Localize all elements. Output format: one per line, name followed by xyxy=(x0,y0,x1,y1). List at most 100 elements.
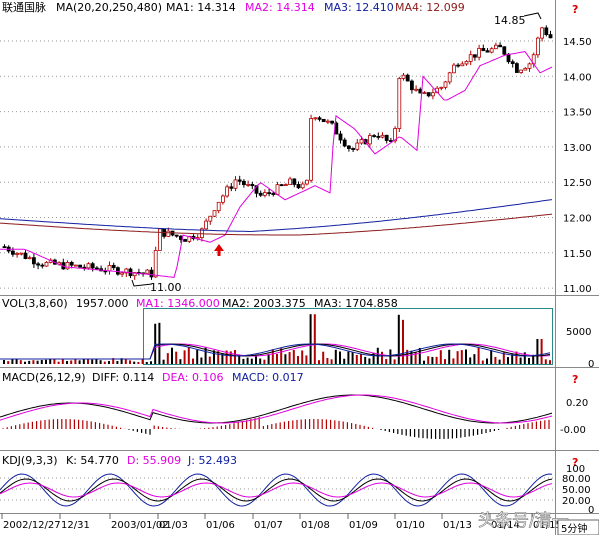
period-label[interactable]: 5分钟 xyxy=(561,522,587,535)
candle-body xyxy=(485,50,490,53)
help-question-icon[interactable]: ? xyxy=(572,373,578,386)
volume-bar xyxy=(318,360,320,364)
candle-body xyxy=(393,128,398,142)
candle-body xyxy=(107,265,112,272)
volume-bar xyxy=(32,360,35,364)
volume-bar xyxy=(515,351,518,364)
candle-body xyxy=(367,135,372,145)
volume-bar xyxy=(410,350,413,364)
volume-bar xyxy=(133,361,136,364)
ma4-line xyxy=(0,213,553,236)
vol-ma3: MA3: 1704.858 xyxy=(314,297,398,310)
candle-body xyxy=(78,264,82,268)
candle-body xyxy=(477,48,482,58)
candle-body xyxy=(149,269,154,278)
kdj-k: K: 54.770 xyxy=(66,454,119,467)
date-label: 01/07 xyxy=(254,520,283,531)
volume-bar xyxy=(45,359,47,364)
candle-body xyxy=(456,64,461,67)
volume-bar xyxy=(288,352,291,364)
candle-body xyxy=(183,239,188,242)
candle-body xyxy=(397,78,402,129)
volume-bar xyxy=(141,358,144,364)
price-tick-label: 14.50 xyxy=(563,37,592,48)
candle-body xyxy=(212,210,217,217)
candle-body xyxy=(246,184,251,186)
volume-bar xyxy=(360,353,362,364)
candle-body xyxy=(23,252,28,259)
volume-bar xyxy=(137,361,140,364)
date-label: 2003/01/02 xyxy=(111,520,169,531)
candle-body xyxy=(325,120,330,123)
candle-body xyxy=(422,92,427,95)
help-question-icon[interactable]: ? xyxy=(572,456,578,469)
volume-bar xyxy=(343,358,346,364)
volume-bar xyxy=(460,350,463,364)
volume-bar xyxy=(213,350,215,364)
date-label: 12/31 xyxy=(61,520,90,531)
candle-body xyxy=(439,86,444,89)
kdj-d: D: 55.909 xyxy=(127,454,181,467)
volume-bar xyxy=(78,360,81,364)
candle-body xyxy=(44,261,49,267)
candle-body xyxy=(32,257,36,265)
candle-body xyxy=(225,186,230,197)
candle-body xyxy=(208,215,213,222)
candle-body xyxy=(120,272,124,275)
candle-body xyxy=(2,246,7,249)
price-tick-label: 13.50 xyxy=(563,108,592,119)
candle-body xyxy=(493,44,498,50)
period-selector[interactable] xyxy=(557,519,599,535)
date-label: 01/13 xyxy=(443,520,472,531)
candle-body xyxy=(384,134,389,141)
volume-bar xyxy=(116,361,119,364)
candle-body xyxy=(388,140,393,142)
date-label: 01/14 xyxy=(491,520,520,531)
volume-bar xyxy=(309,314,312,364)
candle-body xyxy=(472,54,477,58)
macd-lines xyxy=(0,394,553,424)
candle-body xyxy=(15,252,20,255)
candle-body xyxy=(254,185,259,194)
candle-body xyxy=(544,27,549,35)
kdj-j-line xyxy=(0,473,553,507)
ma4-value: MA4: 12.099 xyxy=(395,1,465,14)
volume-bar xyxy=(301,350,304,364)
candle-body xyxy=(95,267,99,270)
macd-tick-000: -0.00 xyxy=(560,425,586,436)
candle-body xyxy=(275,184,280,195)
ma2-value: MA2: 14.314 xyxy=(245,1,315,14)
candle-body xyxy=(116,267,120,275)
volume-bar xyxy=(158,322,161,364)
vol-value: 1957.000 xyxy=(76,297,129,310)
candle-body xyxy=(426,92,431,97)
candle-body xyxy=(262,192,267,196)
help-question-icon[interactable]: ? xyxy=(572,3,578,16)
candle-body xyxy=(90,263,95,269)
volume-bar xyxy=(313,314,316,364)
kdj-label: KDJ(9,3,3) xyxy=(2,454,58,467)
candle-body xyxy=(540,27,544,39)
volume-bar xyxy=(448,349,451,364)
volume-bar xyxy=(402,319,404,364)
candle-body xyxy=(372,135,377,137)
candle-body xyxy=(250,184,255,187)
volume-bar xyxy=(250,358,253,364)
volume-bar xyxy=(427,356,430,364)
volume-bar xyxy=(246,357,249,364)
volume-bar xyxy=(154,323,157,364)
candle-body xyxy=(359,139,364,144)
volume-bar xyxy=(103,361,106,364)
candle-body xyxy=(321,118,326,123)
candle-body xyxy=(132,272,137,277)
stock-name: 联通国脉 xyxy=(2,0,46,14)
volume-bar xyxy=(439,350,442,364)
candle-body xyxy=(527,63,532,69)
volume-bar xyxy=(418,347,421,364)
candle-body xyxy=(489,48,494,53)
candle-body xyxy=(351,148,356,150)
volume-bar xyxy=(40,360,43,364)
volume-bar xyxy=(393,359,396,364)
